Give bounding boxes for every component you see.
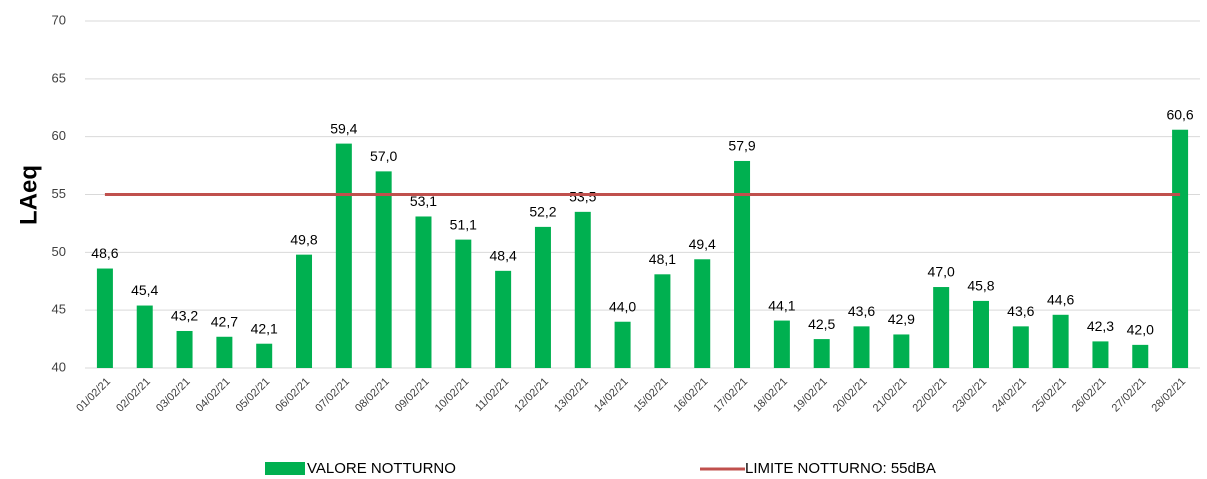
data-label: 42,5	[808, 316, 835, 332]
y-tick-label: 55	[52, 186, 66, 201]
legend-swatch	[265, 462, 305, 475]
bar	[1132, 344, 1149, 368]
data-label: 44,1	[768, 297, 795, 313]
x-tick-label: 09/02/21	[393, 376, 432, 415]
bar	[256, 343, 273, 368]
x-tick-label: 04/02/21	[194, 376, 233, 415]
bar	[335, 143, 352, 368]
bar	[933, 287, 950, 368]
data-label: 43,2	[171, 308, 198, 324]
bar	[96, 268, 113, 368]
x-tick-label: 16/02/21	[672, 376, 711, 415]
bar	[734, 160, 751, 368]
x-tick-label: 02/02/21	[114, 376, 153, 415]
data-label: 53,5	[569, 189, 596, 205]
x-tick-label: 12/02/21	[512, 376, 551, 415]
y-tick-label: 45	[52, 302, 66, 317]
x-tick-label: 28/02/21	[1149, 376, 1188, 415]
y-tick-label: 60	[52, 128, 66, 143]
x-tick-label: 22/02/21	[911, 376, 950, 415]
x-tick-label: 11/02/21	[473, 376, 511, 414]
bar	[694, 259, 711, 368]
data-label: 51,1	[450, 216, 477, 232]
bar	[893, 334, 910, 368]
data-label: 45,4	[131, 282, 158, 298]
bar	[1012, 326, 1029, 368]
x-tick-label: 17/02/21	[711, 376, 750, 415]
y-tick-label: 40	[52, 359, 66, 374]
y-axis-label: LAeq	[15, 165, 42, 225]
x-tick-label: 23/02/21	[950, 376, 989, 415]
x-tick-label: 18/02/21	[751, 376, 790, 415]
data-label: 44,6	[1047, 291, 1074, 307]
x-tick-label: 19/02/21	[791, 376, 830, 415]
data-label: 42,1	[251, 320, 278, 336]
data-label: 42,0	[1127, 322, 1154, 338]
x-tick-label: 26/02/21	[1070, 376, 1109, 415]
x-tick-label: 21/02/21	[871, 376, 910, 415]
bar	[654, 274, 671, 368]
x-tick-label: 08/02/21	[353, 376, 392, 415]
x-tick-label: 25/02/21	[1030, 376, 1069, 415]
bar	[853, 326, 870, 368]
data-label: 43,6	[848, 303, 875, 319]
bar	[813, 339, 830, 368]
data-label: 48,1	[649, 251, 676, 267]
bar	[455, 239, 472, 368]
bar	[216, 336, 233, 368]
data-label: 49,8	[290, 231, 317, 247]
legend-label: LIMITE NOTTURNO: 55dBA	[745, 460, 936, 477]
x-tick-label: 03/02/21	[154, 376, 193, 415]
legend-label: VALORE NOTTURNO	[307, 460, 456, 477]
x-tick-label: 06/02/21	[273, 376, 312, 415]
bar	[1052, 314, 1069, 368]
data-label: 49,4	[689, 236, 716, 252]
bar	[534, 226, 551, 368]
data-label: 42,7	[211, 313, 238, 329]
y-tick-label: 50	[52, 244, 66, 259]
bar	[296, 254, 313, 368]
bar	[574, 211, 591, 368]
data-label: 48,6	[91, 245, 118, 261]
x-tick-label: 15/02/21	[632, 376, 671, 415]
x-tick-label: 24/02/21	[990, 376, 1029, 415]
data-label: 60,6	[1166, 106, 1193, 122]
bar	[614, 321, 631, 368]
x-tick-label: 20/02/21	[831, 376, 870, 415]
bar	[415, 216, 432, 368]
bar	[375, 171, 392, 368]
bar	[1172, 129, 1189, 368]
data-label: 47,0	[928, 264, 955, 280]
data-label: 52,2	[529, 204, 556, 220]
data-label: 42,3	[1087, 318, 1114, 334]
data-label: 57,0	[370, 148, 397, 164]
bar	[495, 270, 512, 368]
x-tick-label: 10/02/21	[433, 376, 472, 415]
x-tick-label: 07/02/21	[313, 376, 352, 415]
y-tick-label: 65	[52, 70, 66, 85]
bar	[136, 305, 153, 368]
data-label: 53,1	[410, 193, 437, 209]
x-tick-label: 13/02/21	[552, 376, 591, 415]
x-tick-label: 14/02/21	[592, 376, 631, 415]
data-label: 45,8	[967, 278, 994, 294]
x-tick-label: 01/02/21	[74, 376, 113, 415]
data-label: 48,4	[490, 248, 517, 264]
bar	[176, 330, 193, 368]
bar	[773, 320, 790, 368]
data-label: 44,0	[609, 298, 636, 314]
bar	[1092, 341, 1109, 368]
data-label: 43,6	[1007, 303, 1034, 319]
x-tick-label: 27/02/21	[1110, 376, 1149, 415]
y-tick-label: 70	[52, 12, 66, 27]
data-label: 59,4	[330, 120, 357, 136]
x-tick-label: 05/02/21	[234, 376, 273, 415]
data-label: 42,9	[888, 311, 915, 327]
data-label: 57,9	[728, 138, 755, 154]
bar	[972, 300, 989, 368]
